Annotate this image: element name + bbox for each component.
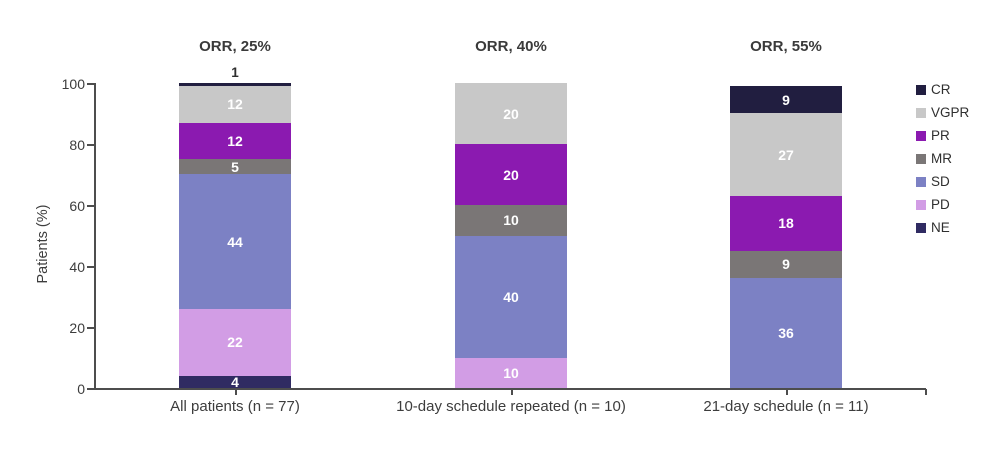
legend-item-sd: SD bbox=[916, 170, 969, 193]
segment-mr: 9 bbox=[730, 250, 842, 279]
bar-2: 20 20 10 40 10 bbox=[455, 83, 567, 388]
legend-label: VGPR bbox=[931, 104, 970, 120]
legend-label: MR bbox=[931, 150, 952, 166]
segment-value-label-above: 1 bbox=[231, 65, 239, 80]
legend-swatch bbox=[916, 176, 926, 187]
segment-sd: 40 bbox=[455, 235, 567, 358]
segment-pr: 18 bbox=[730, 195, 842, 251]
segment-value-label: 18 bbox=[778, 215, 794, 232]
segment-value-label: 27 bbox=[778, 146, 794, 163]
segment-value-label: 44 bbox=[227, 233, 243, 250]
segment-value-label: 22 bbox=[227, 334, 243, 351]
orr-annotation: ORR, 40% bbox=[475, 38, 547, 55]
segment-sd: 44 bbox=[179, 174, 291, 309]
segment-value-label: 20 bbox=[503, 105, 519, 122]
segment-value-label: 20 bbox=[503, 166, 519, 183]
legend-item-pd: PD bbox=[916, 193, 969, 216]
x-axis-tick bbox=[925, 389, 927, 395]
y-tick-label: 0 bbox=[77, 381, 85, 397]
segment-pd: 10 bbox=[455, 357, 567, 388]
legend-swatch bbox=[916, 222, 926, 233]
segment-value-label: 10 bbox=[503, 364, 519, 381]
x-category-label: 21-day schedule (n = 11) bbox=[703, 398, 869, 415]
legend-label: PD bbox=[931, 196, 950, 212]
segment-cr: 9 bbox=[730, 86, 842, 114]
legend-swatch bbox=[916, 84, 926, 95]
legend-item-cr: CR bbox=[916, 78, 969, 101]
legend-swatch bbox=[916, 153, 926, 164]
y-axis-line bbox=[94, 83, 96, 389]
segment-value-label: 9 bbox=[782, 256, 790, 273]
x-category-label: All patients (n = 77) bbox=[170, 398, 300, 415]
y-axis-tick bbox=[87, 205, 94, 207]
y-axis-tick bbox=[87, 266, 94, 268]
legend-swatch bbox=[916, 130, 926, 141]
segment-sd: 36 bbox=[730, 278, 842, 388]
y-tick-label: 40 bbox=[69, 259, 85, 275]
x-axis-tick bbox=[235, 389, 237, 395]
legend-swatch bbox=[916, 199, 926, 210]
legend: CR VGPR PR MR SD PD NE bbox=[916, 78, 969, 239]
y-tick-label: 60 bbox=[69, 198, 85, 214]
orr-annotation: ORR, 55% bbox=[750, 38, 822, 55]
bar-3: 9 27 18 9 36 bbox=[730, 86, 842, 388]
segment-cr bbox=[179, 83, 291, 87]
segment-value-label: 9 bbox=[782, 91, 790, 108]
segment-pr: 12 bbox=[179, 122, 291, 160]
x-axis-tick bbox=[786, 389, 788, 395]
segment-vgpr: 27 bbox=[730, 113, 842, 196]
segment-pr: 20 bbox=[455, 144, 567, 205]
segment-vgpr: 20 bbox=[455, 83, 567, 144]
segment-value-label: 12 bbox=[227, 96, 243, 113]
legend-item-mr: MR bbox=[916, 147, 969, 170]
segment-value-label: 36 bbox=[778, 325, 794, 342]
legend-item-pr: PR bbox=[916, 124, 969, 147]
segment-value-label: 40 bbox=[503, 288, 519, 305]
y-axis-tick bbox=[87, 388, 94, 390]
legend-swatch bbox=[916, 107, 926, 118]
y-tick-label: 100 bbox=[61, 76, 85, 92]
y-tick-label: 20 bbox=[69, 320, 85, 336]
x-category-label: 10-day schedule repeated (n = 10) bbox=[396, 398, 626, 415]
y-axis-tick bbox=[87, 83, 94, 85]
segment-vgpr: 12 bbox=[179, 86, 291, 123]
legend-label: NE bbox=[931, 219, 950, 235]
y-axis-tick bbox=[87, 327, 94, 329]
y-axis-tick bbox=[87, 144, 94, 146]
segment-value-label: 5 bbox=[231, 158, 239, 175]
segment-value-label: 12 bbox=[227, 132, 243, 149]
segment-value-label: 10 bbox=[503, 212, 519, 229]
bar-1: 12 12 5 44 22 4 bbox=[179, 83, 291, 390]
orr-annotation: ORR, 25% bbox=[199, 38, 271, 55]
legend-label: SD bbox=[931, 173, 950, 189]
segment-mr: 5 bbox=[179, 158, 291, 175]
x-axis-tick bbox=[511, 389, 513, 395]
legend-item-vgpr: VGPR bbox=[916, 101, 969, 124]
legend-label: PR bbox=[931, 127, 950, 143]
legend-item-ne: NE bbox=[916, 216, 969, 239]
segment-ne: 4 bbox=[179, 373, 291, 390]
segment-pd: 22 bbox=[179, 308, 291, 376]
segment-value-label: 4 bbox=[231, 373, 239, 390]
y-tick-label: 80 bbox=[69, 137, 85, 153]
segment-mr: 10 bbox=[455, 205, 567, 236]
legend-label: CR bbox=[931, 81, 951, 97]
x-axis-line bbox=[94, 388, 926, 390]
